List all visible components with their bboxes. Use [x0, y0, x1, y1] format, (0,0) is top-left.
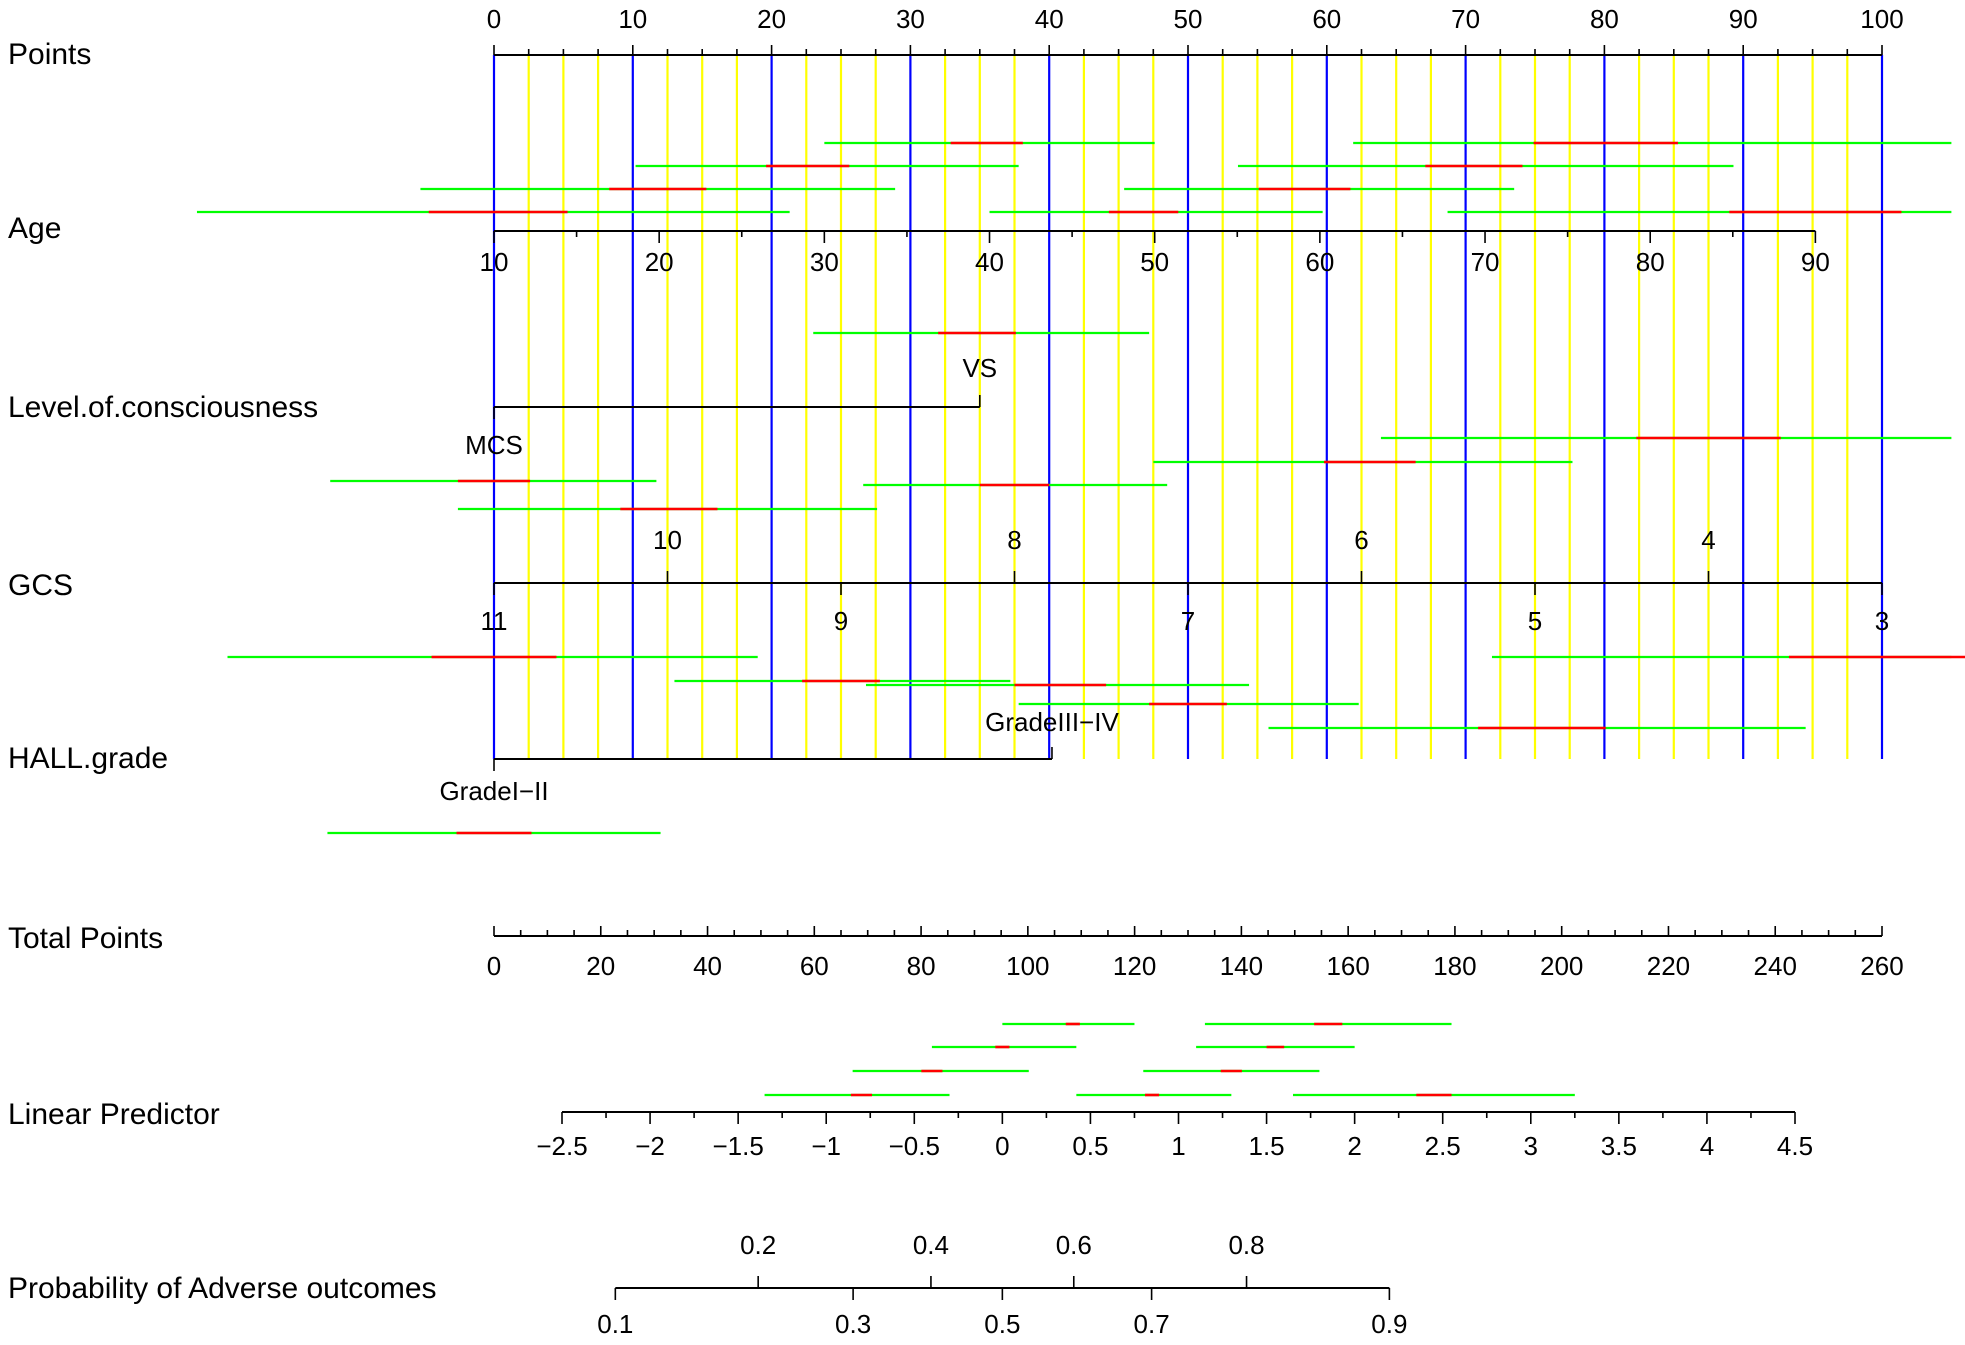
lp-tick-label: 1.5 — [1248, 1131, 1284, 1161]
age-tick-label: 60 — [1305, 247, 1334, 277]
total-tick-label: 80 — [907, 951, 936, 981]
level-label-grade-i-ii: GradeI−II — [439, 776, 548, 806]
gcs-tick-label: 8 — [1007, 525, 1021, 555]
row-label-lp: Linear Predictor — [8, 1098, 220, 1131]
age-tick-label: 90 — [1801, 247, 1830, 277]
lp-tick-label: 4.5 — [1777, 1131, 1813, 1161]
lp-tick-label: 0.5 — [1072, 1131, 1108, 1161]
total-tick-label: 220 — [1647, 951, 1690, 981]
nomogram-axes — [493, 45, 1883, 1300]
age-tick-label: 50 — [1140, 247, 1169, 277]
gcs-tick-label: 5 — [1528, 606, 1542, 636]
prob-tick-label: 0.1 — [597, 1309, 633, 1339]
gcs-tick-label: 7 — [1181, 606, 1195, 636]
total-tick-label: 60 — [800, 951, 829, 981]
lp-tick-label: 4 — [1700, 1131, 1714, 1161]
gcs-tick-label: 3 — [1875, 606, 1889, 636]
prob-tick-label: 0.6 — [1056, 1230, 1092, 1260]
lp-tick-label: 3.5 — [1601, 1131, 1637, 1161]
prob-tick-label: 0.4 — [913, 1230, 949, 1260]
gcs-tick-label: 6 — [1354, 525, 1368, 555]
axis-labels: Points Age Level.of.consciousness GCS HALL.g… — [8, 4, 1904, 1339]
total-tick-label: 160 — [1326, 951, 1369, 981]
level-label-vs: VS — [962, 353, 997, 383]
lp-tick-label: 0 — [995, 1131, 1009, 1161]
prob-tick-label: 0.2 — [740, 1230, 776, 1260]
total-tick-label: 0 — [487, 951, 501, 981]
row-label-consciousness: Level.of.consciousness — [8, 391, 318, 424]
points-gridlines — [492, 55, 1884, 759]
total-tick-label: 200 — [1540, 951, 1583, 981]
prob-tick-label: 0.9 — [1371, 1309, 1407, 1339]
prob-tick-label: 0.7 — [1134, 1309, 1170, 1339]
gcs-tick-label: 10 — [653, 525, 682, 555]
prob-tick-label: 0.3 — [835, 1309, 871, 1339]
total-tick-label: 20 — [586, 951, 615, 981]
lp-tick-label: −1.5 — [712, 1131, 763, 1161]
lp-tick-label: 2 — [1347, 1131, 1361, 1161]
lp-tick-label: −1 — [811, 1131, 841, 1161]
points-tick-label: 30 — [896, 4, 925, 34]
points-tick-label: 80 — [1590, 4, 1619, 34]
lp-tick-label: −0.5 — [889, 1131, 940, 1161]
points-tick-label: 90 — [1729, 4, 1758, 34]
points-tick-label: 100 — [1860, 4, 1903, 34]
level-label-grade-iii-iv: GradeIII−IV — [985, 707, 1119, 737]
row-label-gcs: GCS — [8, 569, 73, 602]
points-tick-label: 50 — [1174, 4, 1203, 34]
lp-tick-label: −2.5 — [536, 1131, 587, 1161]
prob-tick-label: 0.5 — [984, 1309, 1020, 1339]
age-tick-label: 70 — [1471, 247, 1500, 277]
age-tick-label: 30 — [810, 247, 839, 277]
level-label-mcs: MCS — [465, 430, 523, 460]
gcs-tick-label: 4 — [1701, 525, 1715, 555]
total-tick-label: 260 — [1860, 951, 1903, 981]
total-tick-label: 100 — [1006, 951, 1049, 981]
lp-tick-label: 2.5 — [1425, 1131, 1461, 1161]
total-tick-label: 40 — [693, 951, 722, 981]
points-tick-label: 70 — [1451, 4, 1480, 34]
lp-tick-label: 3 — [1524, 1131, 1538, 1161]
age-tick-label: 10 — [480, 247, 509, 277]
prob-tick-label: 0.8 — [1228, 1230, 1264, 1260]
total-tick-label: 240 — [1754, 951, 1797, 981]
total-tick-label: 180 — [1433, 951, 1476, 981]
row-label-total: Total Points — [8, 922, 163, 955]
points-tick-label: 10 — [618, 4, 647, 34]
points-tick-label: 40 — [1035, 4, 1064, 34]
total-tick-label: 120 — [1113, 951, 1156, 981]
age-tick-label: 40 — [975, 247, 1004, 277]
gcs-tick-label: 9 — [834, 606, 848, 636]
age-tick-label: 80 — [1636, 247, 1665, 277]
interval-bars — [196, 141, 1965, 1097]
row-label-points: Points — [8, 38, 91, 71]
points-tick-label: 60 — [1312, 4, 1341, 34]
total-tick-label: 140 — [1220, 951, 1263, 981]
age-tick-label: 20 — [645, 247, 674, 277]
row-label-age: Age — [8, 212, 61, 245]
row-label-prob: Probability of Adverse outcomes — [8, 1272, 437, 1305]
lp-tick-label: 1 — [1171, 1131, 1185, 1161]
points-tick-label: 20 — [757, 4, 786, 34]
gcs-tick-label: 11 — [481, 606, 508, 636]
points-tick-label: 0 — [487, 4, 501, 34]
row-label-hall: HALL.grade — [8, 742, 168, 775]
lp-tick-label: −2 — [635, 1131, 665, 1161]
